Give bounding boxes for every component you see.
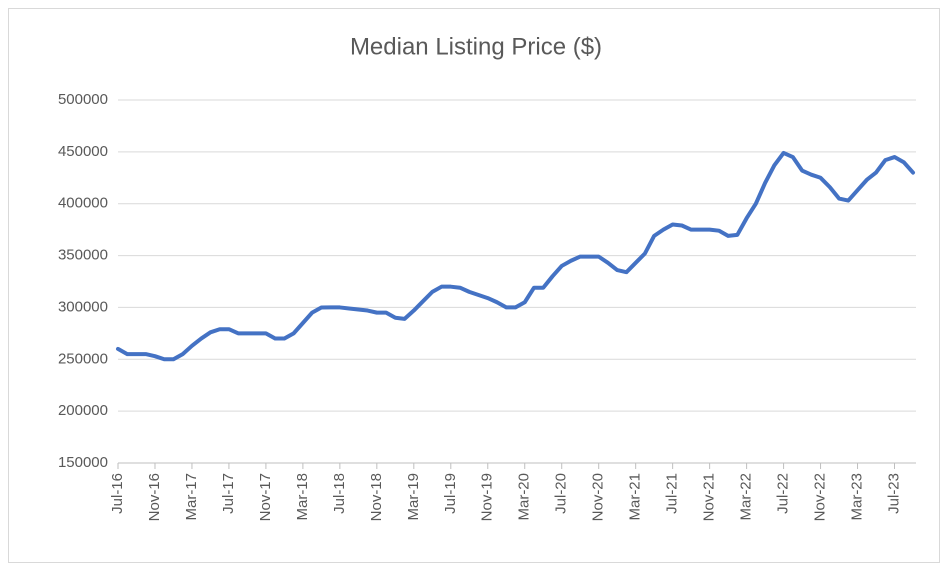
x-tick-label: Mar-20 xyxy=(516,473,533,521)
x-tick-label: Mar-17 xyxy=(183,473,200,521)
x-tick-label: Nov-22 xyxy=(812,473,829,521)
x-tick-label: Nov-18 xyxy=(368,473,385,521)
x-tick-label: Jul-16 xyxy=(109,473,126,514)
y-tick-label: 250000 xyxy=(58,350,108,367)
x-tick-label: Jul-18 xyxy=(331,473,348,514)
x-tick-label: Mar-23 xyxy=(849,473,866,521)
y-tick-label: 200000 xyxy=(58,402,108,419)
line-series xyxy=(116,150,915,362)
y-tick-label: 300000 xyxy=(58,298,108,315)
chart-title: Median Listing Price ($) xyxy=(350,33,602,60)
x-tick-label: Jul-22 xyxy=(775,473,792,514)
x-tick-label: Mar-21 xyxy=(627,473,644,521)
y-tick-label: 500000 xyxy=(58,91,108,108)
x-tick-label: Jul-23 xyxy=(885,473,902,514)
x-tick-label: Mar-18 xyxy=(294,473,311,521)
y-tick-label: 150000 xyxy=(58,454,108,471)
x-tick-label: Jul-21 xyxy=(664,473,681,514)
x-tick-label: Jul-20 xyxy=(553,473,570,514)
x-tick-label: Mar-19 xyxy=(405,473,422,521)
x-tick-label: Jul-17 xyxy=(220,473,237,514)
y-tick-label: 450000 xyxy=(58,143,108,160)
x-tick-label: Jul-19 xyxy=(442,473,459,514)
x-tick-label: Nov-16 xyxy=(146,473,163,521)
y-tick-label: 350000 xyxy=(58,247,108,264)
x-tick-label: Nov-20 xyxy=(590,473,607,521)
x-tick-label: Nov-17 xyxy=(257,473,274,521)
y-tick-label: 400000 xyxy=(58,195,108,212)
chart-frame xyxy=(8,8,940,563)
x-tick-label: Nov-21 xyxy=(701,473,718,521)
x-tick-label: Mar-22 xyxy=(738,473,755,521)
x-tick-label: Nov-19 xyxy=(479,473,496,521)
